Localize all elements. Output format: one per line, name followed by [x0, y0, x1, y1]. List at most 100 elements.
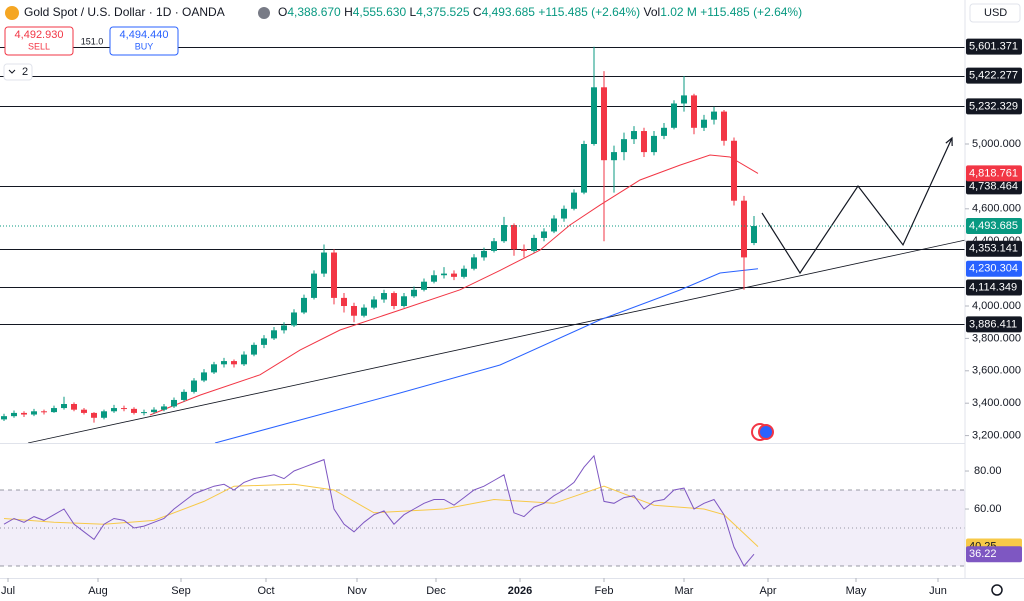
candle-body: [661, 127, 667, 136]
candle-body: [701, 119, 707, 128]
candle-body: [571, 192, 577, 209]
vol-key: Vol: [644, 5, 661, 19]
candle-body: [601, 87, 607, 161]
candle-body: [61, 404, 67, 409]
y-tick-label: 3,600.000: [972, 365, 1021, 377]
candle-body: [11, 412, 17, 417]
level-label-bg: [966, 178, 1022, 195]
candle-body: [621, 139, 627, 153]
l-key: L: [409, 5, 416, 19]
level-label: 5,601.371: [969, 40, 1018, 52]
ma-label: 4,230.304: [969, 263, 1018, 275]
x-tick-label: Apr: [759, 585, 776, 597]
candle-body: [421, 281, 427, 290]
candle-body: [141, 412, 147, 414]
ohlc-line: O4,388.670 H4,555.630 L4,375.525 C4,493.…: [278, 5, 802, 19]
candle-body: [361, 307, 367, 316]
level-label: 3,886.411: [969, 318, 1017, 330]
candle-body: [161, 406, 167, 410]
candle-body: [671, 103, 677, 128]
indicator-count: 2: [22, 66, 28, 78]
candle-body: [681, 95, 687, 104]
x-tick-label: Jun: [929, 585, 947, 597]
x-tick-label: Jul: [1, 585, 15, 597]
candle-body: [691, 95, 697, 128]
candle-body: [391, 293, 397, 306]
candle-body: [501, 224, 507, 242]
candle-body: [481, 250, 487, 258]
candle-body: [221, 361, 227, 365]
hide-button[interactable]: [258, 7, 270, 19]
buy-price: 4,494.440: [120, 29, 169, 41]
level-label-bg: [966, 240, 1022, 257]
level-label-bg: [966, 98, 1022, 115]
candle-body: [511, 224, 517, 250]
candle-body: [201, 372, 207, 381]
spread: 151.0: [81, 36, 104, 46]
projection-path: [761, 137, 953, 275]
rsi-ma-line: [3, 483, 759, 547]
candle-body: [41, 411, 47, 413]
l-value: 4,375.525: [416, 5, 470, 19]
level-label: 5,232.329: [969, 100, 1018, 112]
sell-button[interactable]: [4, 26, 74, 56]
level-label: 4,353.141: [969, 243, 1018, 255]
y-tick-label: 3,800.000: [972, 332, 1021, 344]
currency-button[interactable]: [969, 3, 1021, 23]
candle-body: [101, 411, 107, 418]
candle-body: [381, 293, 387, 300]
x-tick-label: Aug: [88, 585, 108, 597]
x-tick-label: Feb: [595, 585, 614, 597]
ma-label-bg: [966, 260, 1022, 277]
moving-average: [214, 268, 759, 444]
buy-button[interactable]: [109, 26, 179, 56]
candle-body: [301, 297, 307, 313]
y-tick-label: 4,000.000: [972, 300, 1021, 312]
candle-body: [431, 275, 437, 282]
y-tick-label: 3,400.000: [972, 397, 1021, 409]
candle-body: [171, 399, 177, 407]
candle-body: [531, 237, 537, 251]
x-tick-label: 2026: [508, 585, 532, 597]
settings-button[interactable]: [991, 584, 1003, 596]
change: +115.485 (+2.64%): [538, 5, 640, 19]
candle-body: [611, 152, 617, 161]
candle-body: [261, 338, 267, 345]
symbol-icon: [5, 6, 19, 20]
candle-body: [721, 111, 727, 141]
candle-body: [71, 404, 77, 410]
candle-body: [341, 297, 347, 306]
level-label: 5,422.277: [969, 69, 1018, 81]
sell-label: SELL: [28, 41, 50, 51]
x-tick-label: Mar: [675, 585, 694, 597]
indicators-toggle[interactable]: [3, 63, 33, 81]
axes: 5,000.0004,600.0004,400.0004,000.0003,80…: [1, 38, 1022, 597]
buy-label: BUY: [135, 41, 154, 51]
candle-body: [711, 111, 717, 120]
level-label-bg: [966, 279, 1022, 296]
arrow-head: [945, 136, 953, 147]
candle-body: [371, 299, 377, 308]
y-tick-label: 5,000.000: [972, 138, 1021, 150]
candle-body: [411, 289, 417, 297]
x-tick-label: Oct: [257, 585, 274, 597]
level-label: 4,114.349: [969, 281, 1017, 293]
y-tick-label: 4,600.000: [972, 203, 1021, 215]
candle-body: [651, 135, 657, 153]
c-value: 4,493.685: [482, 5, 536, 19]
candle-body: [521, 249, 527, 251]
candle-body: [741, 200, 747, 258]
rsi-label: 36.22: [969, 548, 997, 560]
candle-body: [461, 268, 467, 277]
candle-body: [641, 131, 647, 153]
event-icon[interactable]: [758, 424, 774, 440]
level-label-bg: [966, 38, 1022, 55]
level-label: 4,738.464: [969, 180, 1018, 192]
candle-body: [281, 325, 287, 331]
candle-body: [181, 391, 187, 400]
c-key: C: [473, 5, 482, 19]
candle-body: [401, 296, 407, 306]
candle-body: [751, 226, 757, 244]
candle-body: [111, 408, 117, 412]
sell-price: 4,492.930: [15, 29, 64, 41]
